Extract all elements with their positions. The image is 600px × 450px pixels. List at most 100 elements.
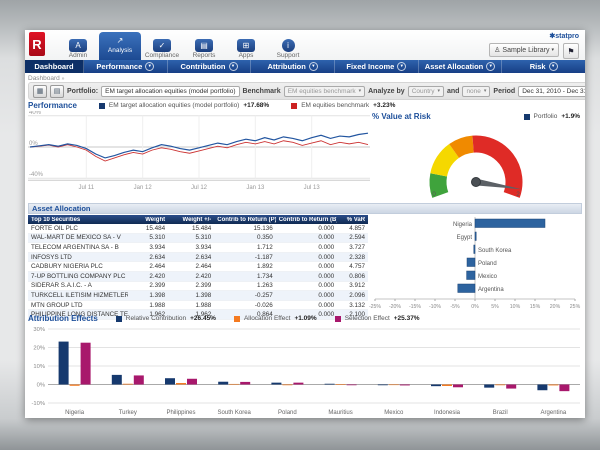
table-cell: 1.398 <box>195 291 212 299</box>
column-header[interactable]: Top 10 Securities <box>31 216 81 223</box>
nav-item-risk[interactable]: Risk ▾ <box>502 60 585 73</box>
column-header[interactable]: % VaR <box>346 216 366 223</box>
legend-label: Selection Effect <box>344 315 390 322</box>
table-cell: 0.864 <box>256 311 273 319</box>
svg-text:Jul 13: Jul 13 <box>304 185 321 191</box>
table-cell: 0.000 <box>318 234 335 242</box>
nav-item-dashboard[interactable]: Dashboard <box>25 60 84 73</box>
toolbar-item-reports[interactable]: ▤ Reports <box>183 37 225 60</box>
toolbar-label: Compliance <box>144 52 180 59</box>
table-row[interactable]: FORTE OIL PLC 15.484 15.484 15.136 0.000 4.85… <box>28 224 368 234</box>
table-cell: 0.000 <box>318 253 335 261</box>
chevron-down-icon: ▾ <box>437 88 440 94</box>
table-cell: 15.484 <box>192 224 212 232</box>
legend-item: EM target allocation equities (model por… <box>98 102 269 109</box>
chevron-down-icon: ▾ <box>551 47 554 53</box>
svg-text:Argentina: Argentina <box>541 410 567 416</box>
legend-item: Selection Effect +25.37% <box>334 315 420 322</box>
info-icon: i <box>281 39 295 52</box>
table-row[interactable]: TELECOM ARGENTINA SA - B 3.934 3.934 1.712 0… <box>28 243 368 253</box>
grid-view-icon[interactable]: ▦ <box>33 84 47 98</box>
table-row[interactable]: TURKCELL ILETISIM HIZMETLERI AS 1.398 1.39… <box>28 291 368 301</box>
benchmark-select[interactable]: EM equities benchmark ▾ <box>283 85 366 97</box>
toolbar-item-analysis[interactable]: ↗ Analysis <box>99 32 141 60</box>
toolbar-item-apps[interactable]: ⊞ Apps <box>225 37 267 60</box>
top-charts-row: 40% 0% -40% Jul 11 Jan 12 Jul 12 Jan 13 Jul 13 … <box>28 111 582 201</box>
and-label: and <box>446 87 460 95</box>
star-icon: ✱ <box>549 33 556 40</box>
app-header: R A Admin ↗ Analysis ✓ Compliance ▤ Repo… <box>25 30 585 60</box>
table-cell: 1.988 <box>195 301 212 309</box>
breadcrumb[interactable]: Dashboard » <box>28 75 65 82</box>
asset-allocation-row: Top 10 Securities Weight Weight +/- Contrib… <box>28 215 582 320</box>
portfolio-input[interactable]: EM target allocation equities (model por… <box>101 85 240 97</box>
table-cell: SIDERAR S.A.I.C. - A <box>31 282 92 290</box>
analyze-by-select[interactable]: Country ▾ <box>407 85 444 97</box>
legend-swatch <box>334 315 341 322</box>
chart-view-icon[interactable]: ▤ <box>50 84 64 98</box>
chevron-down-icon: ▾ <box>228 62 238 71</box>
nav-item-attribution[interactable]: Attribution ▾ <box>251 60 336 73</box>
table-cell: WAL-MART DE MEXICO SA - V <box>31 234 121 242</box>
toolbar-item-support[interactable]: i Support <box>267 37 309 60</box>
and-select[interactable]: none ▾ <box>462 85 491 97</box>
chevron-down-icon: ▾ <box>483 88 487 94</box>
main-nav: Dashboard Performance ▾ Contribution ▾ Att… <box>25 60 585 73</box>
chevron-down-icon: ▾ <box>145 62 155 71</box>
legend-label: Allocation Effect <box>243 315 291 322</box>
column-header[interactable]: Contrib to Return (P) <box>217 216 276 223</box>
toolbar-item-admin[interactable]: A Admin <box>57 37 99 60</box>
table-cell: 3.934 <box>149 243 166 251</box>
filter-bar: ▦ ▤ Portfolio: EM target allocation equi… <box>28 82 585 100</box>
nav-label: Fixed Income <box>346 62 395 71</box>
svg-text:-15%: -15% <box>409 304 421 310</box>
svg-text:0%: 0% <box>29 141 38 147</box>
legend-label: EM equities benchmark <box>301 102 370 109</box>
table-row[interactable]: INFOSYS LTD 2.634 2.634 -1.187 0.000 2.328 <box>28 252 368 263</box>
asset-allocation-chart[interactable]: Nigeria Egypt South Korea Poland Mexico Argen… <box>368 215 582 312</box>
performance-chart[interactable]: 40% 0% -40% Jul 11 Jan 12 Jul 12 Jan 13 Jul 13 <box>28 111 370 201</box>
filter-row: ▦ ▤ Portfolio: EM target allocation equi… <box>28 82 585 100</box>
nav-item-performance[interactable]: Performance ▾ <box>84 60 168 73</box>
svg-text:-25%: -25% <box>369 304 381 310</box>
table-cell: 0.000 <box>318 291 335 299</box>
table-cell: TELECOM ARGENTINA SA - B <box>31 243 119 251</box>
table-row[interactable]: SIDERAR S.A.I.C. - A 2.399 2.399 1.263 0.000… <box>28 282 368 292</box>
table-row[interactable]: MTN GROUP LTD 1.988 1.988 -0.026 0.000 3.132 <box>28 301 368 311</box>
sample-library-button[interactable]: ♙ Sample Library ▾ <box>489 43 559 57</box>
table-cell: 1.962 <box>195 311 212 319</box>
toolbar-item-compliance[interactable]: ✓ Compliance <box>141 37 183 60</box>
table-cell: 2.420 <box>195 272 212 280</box>
legend-item: Relative Contribution +26.45% <box>115 315 216 322</box>
flag-button[interactable]: ⚑ <box>563 43 579 59</box>
table-row[interactable]: 7-UP BOTTLING COMPANY PLC 2.420 2.420 1.734… <box>28 271 368 282</box>
revolution-logo[interactable]: R <box>29 32 45 56</box>
column-header[interactable]: Weight +/- <box>182 216 212 223</box>
svg-text:Turkey: Turkey <box>119 410 137 416</box>
nav-item-asset-allocation[interactable]: Asset Allocation ▾ <box>419 60 503 73</box>
table-cell: 3.912 <box>349 282 366 290</box>
attribution-chart[interactable]: 30% 20% 10% 0% -10% Nigeria Turkey Philippines S… <box>28 324 582 418</box>
benchmark-label: Benchmark <box>242 87 281 95</box>
column-header[interactable]: Contrib to Return (B) <box>278 216 338 223</box>
table-row[interactable]: WAL-MART DE MEXICO SA - V 5.310 5.310 0.350… <box>28 233 368 244</box>
toolbar-label: Admin <box>68 52 88 59</box>
table-cell: 0.000 <box>318 301 335 309</box>
nav-item-contribution[interactable]: Contribution ▾ <box>168 60 252 73</box>
svg-text:Nigeria: Nigeria <box>453 222 473 228</box>
table-cell: 3.132 <box>349 301 366 309</box>
column-header[interactable]: Weight <box>145 216 166 223</box>
dashboard-content: Dashboard » ▦ ▤ Portfolio: EM target all… <box>25 73 585 418</box>
table-row[interactable]: CADBURY NIGERIA PLC 2.464 2.464 1.892 0.000 4… <box>28 262 368 272</box>
breadcrumb-row: Dashboard » <box>28 75 582 82</box>
period-select[interactable]: Dec 31, 2010 - Dec 31, 2013▾ <box>518 85 585 97</box>
table-row[interactable]: PHILIPPINE LONG DISTANCE TELE 1.962 1.962 0… <box>28 310 368 320</box>
svg-text:20%: 20% <box>550 304 561 310</box>
nav-item-fixed-income[interactable]: Fixed Income ▾ <box>335 60 419 73</box>
table-cell: 2.594 <box>349 234 366 242</box>
svg-text:Nigeria: Nigeria <box>65 410 85 416</box>
svg-text:Mauritius: Mauritius <box>328 410 352 416</box>
svg-text:Philippines: Philippines <box>166 410 195 416</box>
table-cell: 2.464 <box>149 263 166 271</box>
